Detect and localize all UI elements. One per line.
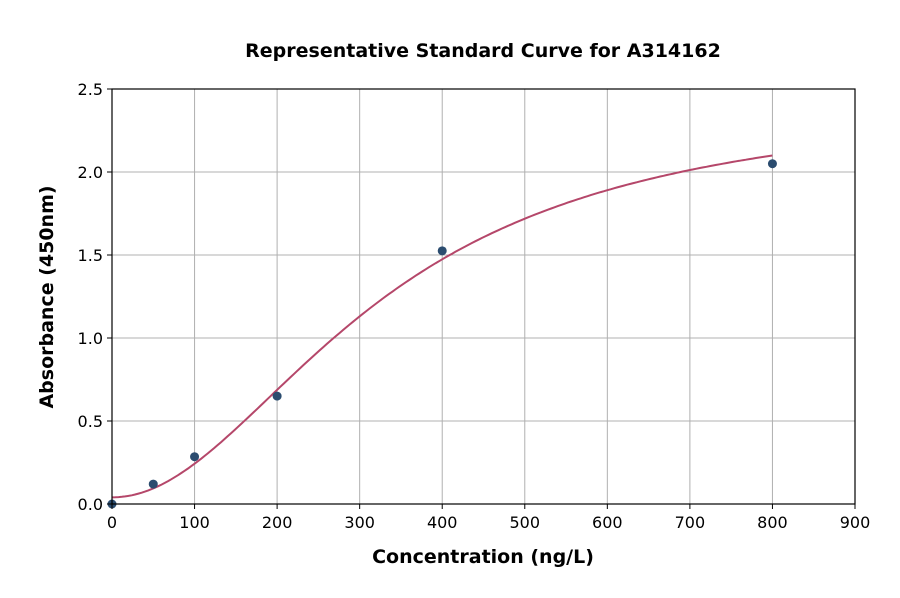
y-tick-label: 1.0 (78, 329, 103, 348)
x-tick-label: 0 (107, 513, 117, 532)
x-tick-label: 800 (757, 513, 788, 532)
x-axis: 0 100 200 300 400 500 600 700 800 900 (107, 504, 870, 532)
points-layer (107, 159, 777, 509)
data-point (272, 391, 282, 401)
y-axis: 0.0 0.5 1.0 1.5 2.0 2.5 (78, 80, 112, 514)
y-tick-label: 0.0 (78, 495, 103, 514)
x-tick-label: 500 (510, 513, 541, 532)
x-tick-label: 700 (675, 513, 706, 532)
x-tick-label: 300 (344, 513, 375, 532)
fit-curve-layer (111, 154, 773, 499)
x-tick-label: 600 (592, 513, 623, 532)
y-tick-label: 2.0 (78, 163, 103, 182)
y-tick-label: 2.5 (78, 80, 103, 99)
data-point (767, 159, 777, 169)
y-tick-label: 1.5 (78, 246, 103, 265)
x-tick-label: 100 (179, 513, 210, 532)
x-tick-label: 200 (262, 513, 293, 532)
plot-frame (111, 88, 856, 505)
data-point (148, 479, 158, 489)
fit-curve (111, 154, 773, 499)
data-point (190, 452, 200, 462)
y-axis-label: Absorbance (450nm) (36, 185, 58, 408)
grid (111, 88, 856, 505)
x-axis-label: Concentration (ng/L) (372, 546, 594, 568)
data-point (437, 246, 447, 256)
x-tick-label: 900 (840, 513, 871, 532)
y-tick-label: 0.5 (78, 412, 103, 431)
chart-title: Representative Standard Curve for A31416… (245, 40, 721, 62)
x-tick-label: 400 (427, 513, 458, 532)
